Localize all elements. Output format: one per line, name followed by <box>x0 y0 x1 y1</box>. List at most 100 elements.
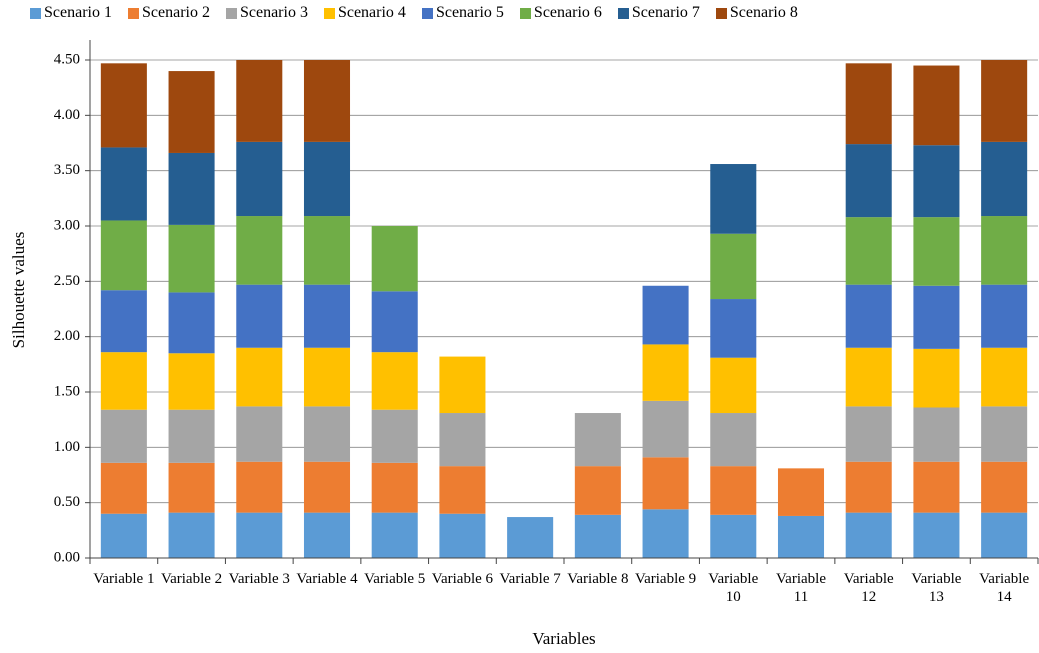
bar-segment <box>710 466 757 515</box>
bar-segment <box>371 291 418 353</box>
legend-item: Scenario 4 <box>323 4 406 22</box>
legend-swatch <box>715 7 727 19</box>
bar-segment <box>845 63 892 145</box>
bar-segment <box>913 348 960 408</box>
bar-segment <box>845 144 892 218</box>
bar-segment <box>371 512 418 558</box>
bar-segment <box>236 216 283 285</box>
bar-segment <box>642 344 689 401</box>
bar-segment <box>642 400 689 458</box>
x-tick-label: Variable 2 <box>160 571 223 587</box>
bar-segment <box>371 409 418 463</box>
bar-segment <box>777 468 825 516</box>
legend-item: Scenario 7 <box>617 4 700 22</box>
bar-segment <box>371 462 418 513</box>
bar-segment <box>303 141 351 217</box>
bar-segment <box>845 512 892 558</box>
bar-segment <box>236 461 283 513</box>
x-tick-label: Variable 1 <box>93 571 155 587</box>
x-tick-label: Variable 12 <box>843 571 894 605</box>
x-tick-label: Variable 10 <box>708 571 759 605</box>
bar-segment <box>100 220 147 291</box>
bar-segment <box>371 352 418 410</box>
bar-segment <box>845 461 892 513</box>
bar-segment <box>100 513 147 558</box>
bar-segment <box>303 284 351 348</box>
x-tick-label: Variable 8 <box>567 571 629 587</box>
y-tick-label: 2.50 <box>54 273 80 289</box>
y-tick-label: 1.50 <box>54 383 80 399</box>
legend: Scenario 1 Scenario 2 Scenario 3 Scenario 4… <box>30 4 1039 22</box>
bar-segment <box>845 284 892 348</box>
bar-segment <box>913 217 960 286</box>
bar-segment <box>845 217 892 285</box>
bar-segment <box>100 352 147 410</box>
legend-item: Scenario 2 <box>127 4 210 22</box>
bar-segment <box>100 63 147 148</box>
x-tick-label: Variable 5 <box>364 571 426 587</box>
bar-segment <box>168 224 215 293</box>
legend-swatch <box>519 7 531 19</box>
bar-segment <box>710 233 757 300</box>
bar-segment <box>303 216 351 285</box>
bar-segment <box>168 462 215 513</box>
bar-segment <box>574 413 621 467</box>
bar-segment <box>981 60 1028 142</box>
legend-item: Scenario 3 <box>225 4 308 22</box>
legend-item: Scenario 5 <box>421 4 504 22</box>
x-axis-title: Variables <box>532 629 595 648</box>
y-tick-label: 0.50 <box>54 494 80 510</box>
bar-segment <box>981 461 1028 513</box>
bar-segment <box>710 357 757 414</box>
bar-segment <box>439 513 486 558</box>
bar-segment <box>981 284 1028 348</box>
bar-segment <box>303 60 351 142</box>
x-tick-label: Variable 9 <box>634 571 697 587</box>
bar-segment <box>913 461 960 513</box>
bar-segment <box>303 512 351 558</box>
x-tick-label: Variable 3 <box>228 571 290 587</box>
bar-segment <box>913 285 960 349</box>
y-axis-title: Silhouette values <box>9 232 28 349</box>
bar-segment <box>168 512 215 558</box>
legend-label: Scenario 7 <box>631 4 700 21</box>
y-tick-label: 4.00 <box>54 107 80 123</box>
bar-segment <box>168 409 215 463</box>
legend-item: Scenario 6 <box>519 4 602 22</box>
y-tick-label: 2.00 <box>54 328 80 344</box>
bar-segment <box>439 413 486 467</box>
legend-swatch <box>30 7 41 19</box>
bar-segment <box>981 347 1028 407</box>
bar-segment <box>845 347 892 407</box>
bar-segment <box>303 461 351 513</box>
legend-swatch <box>421 7 433 19</box>
bar-segment <box>100 147 147 221</box>
legend-label: Scenario 8 <box>729 4 798 21</box>
bar-segment <box>168 292 215 354</box>
bar-segment <box>236 284 283 348</box>
y-tick-label: 3.50 <box>54 162 80 178</box>
y-tick-label: 4.50 <box>54 51 80 67</box>
bar-segment <box>574 466 621 515</box>
x-tick-label: Variable 7 <box>499 571 561 587</box>
bar-segment <box>913 512 960 558</box>
legend-swatch <box>323 7 335 19</box>
legend-label: Scenario 5 <box>435 4 504 21</box>
bar-segment <box>981 141 1028 217</box>
y-tick-label: 0.00 <box>54 549 80 565</box>
bar-segment <box>913 407 960 462</box>
bar-segment <box>439 356 486 414</box>
bar-segment <box>981 406 1028 462</box>
bar-segment <box>168 71 215 153</box>
bar-segment <box>236 347 283 407</box>
bar-segment <box>981 216 1028 285</box>
bar-segment <box>710 514 757 558</box>
bar-segment <box>574 514 621 558</box>
x-tick-label: Variable 13 <box>911 571 962 605</box>
y-tick-label: 1.00 <box>54 439 80 455</box>
bar-segment <box>236 60 283 142</box>
bar-segment <box>236 512 283 558</box>
bar-segment <box>236 406 283 462</box>
